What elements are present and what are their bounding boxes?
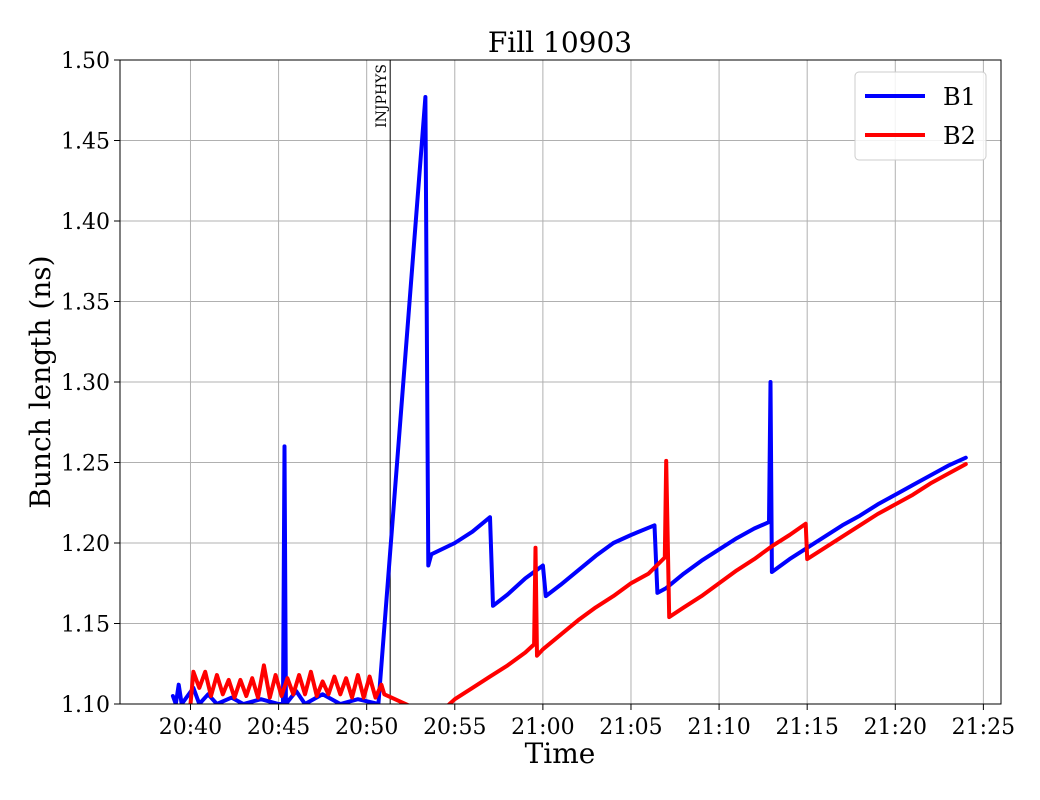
- x-axis-ticks: 20:40 20:45 20:50 20:55 21:00 21:05 21:10 21:15…: [159, 704, 1015, 740]
- x-tick-label: 20:45: [247, 715, 310, 740]
- y-tick-label: 1.25: [61, 452, 110, 477]
- y-axis-label: Bunch length (ns): [24, 255, 57, 508]
- legend-label-b2: B2: [943, 122, 976, 150]
- x-tick-label: 21:00: [511, 715, 574, 740]
- y-tick-label: 1.45: [61, 130, 110, 155]
- series-line-b2: [188, 458, 968, 704]
- y-tick-label: 1.20: [61, 532, 110, 557]
- y-tick-label: 1.30: [61, 371, 110, 396]
- x-tick-label: 20:40: [159, 715, 222, 740]
- x-tick-label: 21:20: [864, 715, 927, 740]
- series-line-b1: [170, 95, 968, 704]
- legend-label-b1: B1: [943, 83, 976, 111]
- y-tick-label: 1.40: [61, 210, 110, 235]
- y-tick-label: 1.15: [61, 613, 110, 638]
- x-tick-label: 21:05: [599, 715, 662, 740]
- series-layer: [170, 95, 968, 704]
- y-tick-label: 1.35: [61, 291, 110, 316]
- y-tick-label: 1.50: [61, 49, 110, 74]
- x-tick-label: 21:15: [775, 715, 838, 740]
- x-tick-label: 21:25: [952, 715, 1015, 740]
- chart-title: Fill 10903: [488, 26, 632, 59]
- y-tick-label: 1.10: [61, 693, 110, 718]
- x-tick-label: 20:50: [335, 715, 398, 740]
- x-axis-label: Time: [525, 737, 596, 770]
- x-tick-label: 20:55: [423, 715, 486, 740]
- y-axis-ticks: 1.10 1.15 1.20 1.25 1.30 1.35 1.40 1.45 1.50: [61, 49, 120, 718]
- annotation-layer: INJPHYS: [374, 60, 391, 704]
- x-tick-label: 21:10: [687, 715, 750, 740]
- annotation-label: INJPHYS: [374, 64, 390, 128]
